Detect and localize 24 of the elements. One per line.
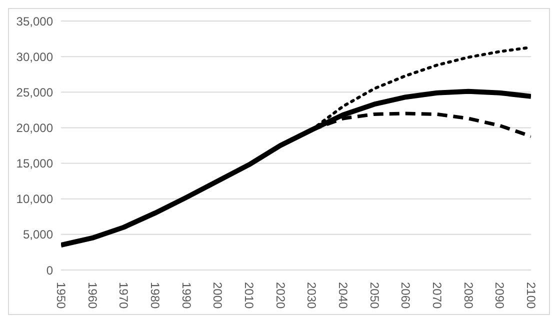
x-tick-label: 2080 [461, 282, 476, 310]
y-tick-label: 25,000 [16, 85, 54, 100]
y-tick-label: 30,000 [16, 50, 54, 64]
x-tick-label: 2020 [273, 282, 288, 310]
x-tick-label: 1980 [148, 282, 162, 310]
x-tick-label: 2070 [430, 282, 444, 310]
x-tick-label: 2010 [242, 282, 256, 310]
x-tick-label: 1950 [54, 282, 68, 310]
x-tick-label: 2100 [524, 282, 538, 310]
x-tick-label: 2090 [492, 282, 507, 310]
y-tick-label: 0 [46, 263, 54, 278]
y-tick-label: 10,000 [16, 192, 54, 206]
y-tick-label: 5,000 [22, 228, 54, 242]
y-tick-label: 20,000 [16, 120, 54, 135]
x-tick-label: 2050 [367, 282, 382, 310]
y-tick-label: 35,000 [16, 14, 54, 28]
y-tick-label: 15,000 [16, 156, 54, 171]
x-tick-label: 2030 [304, 282, 319, 310]
x-tick-label: 2060 [398, 282, 413, 310]
x-tick-label: 2000 [210, 282, 225, 310]
x-tick-label: 2040 [336, 282, 350, 310]
x-tick-label: 1970 [116, 282, 131, 310]
x-tick-label: 1990 [179, 282, 194, 310]
x-tick-label: 1960 [85, 282, 100, 310]
